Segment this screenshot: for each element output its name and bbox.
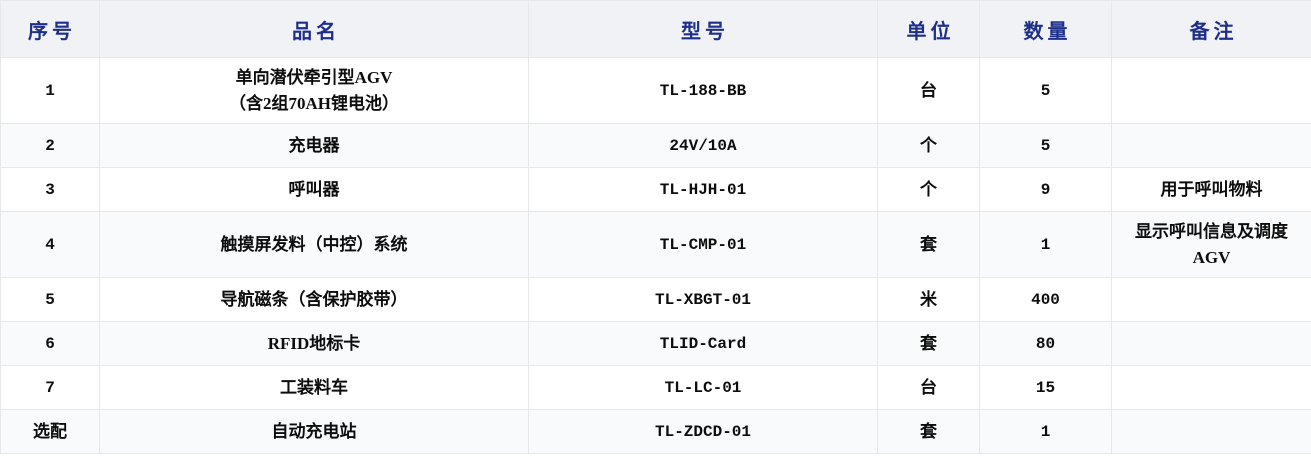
cell-unit: 个 — [877, 167, 980, 212]
table-row: 6 RFID地标卡 TLID-Card 套 80 — [0, 321, 1311, 366]
header-cell-model: 型号 — [528, 0, 878, 58]
cell-model: TL-LC-01 — [528, 365, 878, 410]
cell-unit: 套 — [877, 211, 980, 278]
cell-name: 充电器 — [99, 123, 529, 168]
cell-model: TL-ZDCD-01 — [528, 409, 878, 454]
cell-name: 呼叫器 — [99, 167, 529, 212]
cell-name: 自动充电站 — [99, 409, 529, 454]
cell-qty: 15 — [979, 365, 1112, 410]
header-cell-remark: 备注 — [1111, 0, 1311, 58]
cell-name: 工装料车 — [99, 365, 529, 410]
cell-remark — [1111, 123, 1311, 168]
cell-model: TL-CMP-01 — [528, 211, 878, 278]
header-cell-index: 序号 — [0, 0, 100, 58]
table-row: 3 呼叫器 TL-HJH-01 个 9 用于呼叫物料 — [0, 167, 1311, 212]
cell-index: 1 — [0, 57, 100, 124]
cell-remark — [1111, 409, 1311, 454]
cell-qty: 9 — [979, 167, 1112, 212]
cell-name: RFID地标卡 — [99, 321, 529, 366]
header-cell-name: 品名 — [99, 0, 529, 58]
table-row: 5 导航磁条（含保护胶带） TL-XBGT-01 米 400 — [0, 277, 1311, 322]
cell-qty: 80 — [979, 321, 1112, 366]
table-body: 1 单向潜伏牵引型AGV （含2组70AH锂电池） TL-188-BB 台 5 2 充电器 2… — [0, 57, 1311, 454]
header-cell-qty: 数量 — [979, 0, 1112, 58]
cell-unit: 台 — [877, 365, 980, 410]
cell-qty: 400 — [979, 277, 1112, 322]
cell-unit: 个 — [877, 123, 980, 168]
cell-unit: 套 — [877, 409, 980, 454]
cell-model: TLID-Card — [528, 321, 878, 366]
table-header: 序号 品名 型号 单位 数量 备注 — [0, 0, 1311, 58]
cell-remark — [1111, 277, 1311, 322]
table-row: 选配 自动充电站 TL-ZDCD-01 套 1 — [0, 409, 1311, 454]
cell-remark — [1111, 321, 1311, 366]
cell-model: TL-188-BB — [528, 57, 878, 124]
cell-name: 单向潜伏牵引型AGV （含2组70AH锂电池） — [99, 57, 529, 124]
cell-index: 5 — [0, 277, 100, 322]
cell-index: 6 — [0, 321, 100, 366]
cell-remark: 用于呼叫物料 — [1111, 167, 1311, 212]
header-cell-unit: 单位 — [877, 0, 980, 58]
cell-qty: 5 — [979, 123, 1112, 168]
cell-name: 导航磁条（含保护胶带） — [99, 277, 529, 322]
cell-remark — [1111, 365, 1311, 410]
cell-index: 4 — [0, 211, 100, 278]
cell-model: 24V/10A — [528, 123, 878, 168]
cell-index: 选配 — [0, 409, 100, 454]
table-row: 4 触摸屏发料（中控）系统 TL-CMP-01 套 1 显示呼叫信息及调度AGV — [0, 211, 1311, 278]
cell-qty: 5 — [979, 57, 1112, 124]
cell-index: 7 — [0, 365, 100, 410]
header-row: 序号 品名 型号 单位 数量 备注 — [0, 0, 1311, 58]
cell-qty: 1 — [979, 211, 1112, 278]
table-row: 7 工装料车 TL-LC-01 台 15 — [0, 365, 1311, 410]
cell-name: 触摸屏发料（中控）系统 — [99, 211, 529, 278]
cell-model: TL-XBGT-01 — [528, 277, 878, 322]
cell-remark: 显示呼叫信息及调度AGV — [1111, 211, 1311, 278]
cell-unit: 套 — [877, 321, 980, 366]
cell-unit: 米 — [877, 277, 980, 322]
cell-index: 2 — [0, 123, 100, 168]
cell-model: TL-HJH-01 — [528, 167, 878, 212]
table-row: 1 单向潜伏牵引型AGV （含2组70AH锂电池） TL-188-BB 台 5 — [0, 57, 1311, 124]
table-row: 2 充电器 24V/10A 个 5 — [0, 123, 1311, 168]
cell-qty: 1 — [979, 409, 1112, 454]
cell-index: 3 — [0, 167, 100, 212]
product-spec-table: 序号 品名 型号 单位 数量 备注 1 单向潜伏牵引型AGV （含2组70AH锂电池） TL-… — [0, 0, 1311, 454]
cell-unit: 台 — [877, 57, 980, 124]
cell-remark — [1111, 57, 1311, 124]
